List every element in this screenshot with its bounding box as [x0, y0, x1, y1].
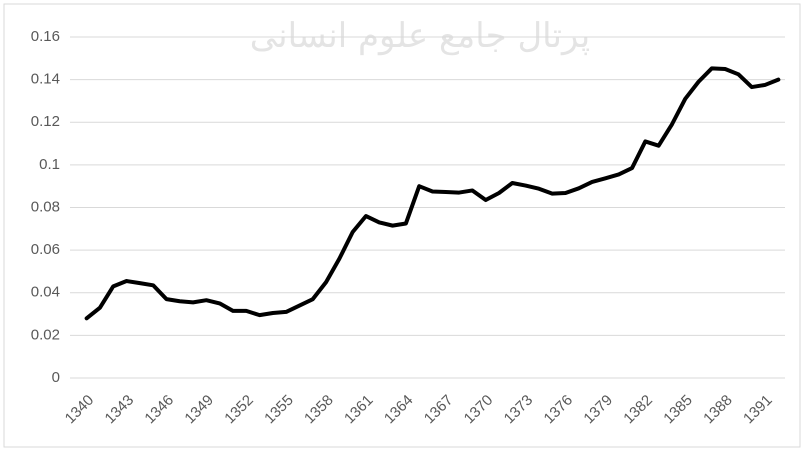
y-tick-label: 0.12: [31, 113, 60, 130]
y-tick-label: 0.08: [31, 198, 60, 215]
y-tick-label: 0.16: [31, 28, 60, 45]
y-tick-label: 0.02: [31, 326, 60, 343]
y-tick-label: 0.1: [39, 156, 60, 173]
y-tick-label: 0.06: [31, 241, 60, 258]
y-tick-label: 0.04: [31, 284, 60, 301]
y-tick-label: 0.14: [31, 71, 60, 88]
y-tick-label: 0: [52, 369, 60, 386]
line: [84, 66, 781, 321]
watermark: پرتال جامع علوم انسانی: [250, 16, 590, 56]
